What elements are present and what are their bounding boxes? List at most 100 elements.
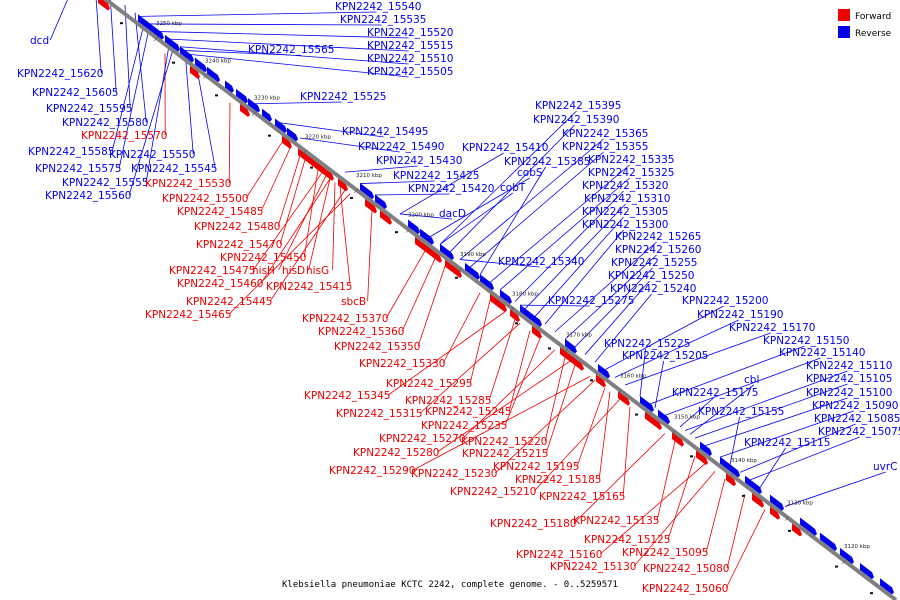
kbp-tick-label: 3130 kbp xyxy=(787,501,813,507)
gene-arrow xyxy=(770,506,780,520)
gene-label: KPN2242_15150 xyxy=(763,335,849,347)
gene-arrow xyxy=(98,0,110,11)
gene-label: hisD xyxy=(282,265,305,277)
gene-label: KPN2242_15305 xyxy=(582,206,668,218)
gene-arrow xyxy=(262,108,272,122)
label-leader xyxy=(459,138,604,260)
legend-reverse-swatch xyxy=(838,26,850,38)
label-leader xyxy=(504,338,541,426)
gene-label: cobT xyxy=(500,182,526,194)
gene-label: KPN2242_15470 xyxy=(196,239,282,251)
gene-label: KPN2242_15175 xyxy=(672,387,758,399)
label-leader xyxy=(719,410,854,458)
gene-arrow xyxy=(440,243,454,260)
gene-label: KPN2242_15195 xyxy=(493,461,579,473)
gene-arrow xyxy=(840,547,854,564)
gene-label: KPN2242_15415 xyxy=(266,281,352,293)
gene-label: KPN2242_15220 xyxy=(461,436,547,448)
label-leader xyxy=(145,39,171,183)
label-leader xyxy=(269,189,346,302)
label-leader xyxy=(260,148,291,212)
kbp-tick-mark xyxy=(617,389,623,394)
label-leader xyxy=(252,172,323,271)
misc-feature xyxy=(215,94,218,97)
label-leader xyxy=(689,384,754,435)
gene-label: KPN2242_15235 xyxy=(421,420,507,432)
misc-feature xyxy=(590,379,593,382)
gene-label: KPN2242_15495 xyxy=(342,126,428,138)
gene-label: KPN2242_15465 xyxy=(145,309,231,321)
gene-label: KPN2242_15200 xyxy=(682,295,768,307)
label-leader xyxy=(633,471,716,567)
kbp-tick-mark xyxy=(509,307,515,312)
label-leader xyxy=(149,23,382,26)
gene-label: hisH xyxy=(252,265,275,277)
gene-label: KPN2242_15310 xyxy=(584,193,670,205)
gene-label: KPN2242_15320 xyxy=(582,180,668,192)
label-leader xyxy=(449,124,575,253)
label-leader xyxy=(576,387,606,467)
label-leader xyxy=(725,509,766,589)
kbp-tick-mark xyxy=(563,348,569,353)
gene-arrow xyxy=(520,304,542,327)
label-leader xyxy=(684,370,848,431)
gene-label: KPN2242_15105 xyxy=(806,373,892,385)
gene-label: KPN2242_15605 xyxy=(32,87,118,99)
gene-arrow xyxy=(240,103,250,117)
label-leader xyxy=(594,293,652,363)
gene-arrow xyxy=(207,66,220,83)
gene-label: KPN2242_15370 xyxy=(302,313,388,325)
gene-label: KPN2242_15135 xyxy=(573,515,659,527)
gene-label: KPN2242_15540 xyxy=(335,1,421,13)
misc-feature xyxy=(548,347,551,350)
gene-arrow xyxy=(618,391,630,406)
label-leader xyxy=(401,258,436,332)
label-leader xyxy=(49,0,68,41)
gene-arrow xyxy=(138,14,152,31)
gene-label: KPN2242_15410 xyxy=(462,142,548,154)
gene-arrow xyxy=(465,262,480,280)
gene-arrow xyxy=(445,259,462,279)
label-leader xyxy=(654,360,664,408)
gene-label: KPN2242_15115 xyxy=(744,437,830,449)
label-leader xyxy=(111,20,146,152)
gene-label: KPN2242_15270 xyxy=(379,433,465,445)
label-leader xyxy=(614,319,739,378)
label-leader xyxy=(705,478,726,553)
gene-label: KPN2242_15160 xyxy=(516,549,602,561)
gene-label: KPN2242_15290 xyxy=(329,465,415,477)
gene-label: KPN2242_15505 xyxy=(367,66,453,78)
misc-feature xyxy=(350,196,353,199)
label-leader xyxy=(494,379,596,474)
kbp-tick-mark xyxy=(153,36,159,42)
label-leader xyxy=(436,360,571,453)
label-leader xyxy=(545,364,576,454)
label-leader xyxy=(784,471,886,507)
gene-label: KPN2242_15295 xyxy=(386,378,472,390)
label-leader xyxy=(417,266,446,347)
gene-arrow xyxy=(375,194,387,210)
gene-arrow xyxy=(700,441,712,457)
gene-label: KPN2242_15265 xyxy=(615,231,701,243)
label-leader xyxy=(469,300,491,384)
label-leader xyxy=(228,193,351,315)
gene-label: KPN2242_15355 xyxy=(562,141,648,153)
gene-label: KPN2242_15080 xyxy=(643,563,729,575)
gene-arrow xyxy=(236,88,248,104)
label-leader xyxy=(459,259,540,268)
label-leader xyxy=(726,494,746,569)
label-leader xyxy=(656,440,676,521)
label-leader xyxy=(279,159,306,245)
label-leader xyxy=(704,397,848,447)
label-leader xyxy=(374,193,450,196)
gene-features xyxy=(98,0,894,595)
gene-label: KPN2242_15170 xyxy=(729,322,815,334)
label-leader-lines xyxy=(49,0,886,589)
label-leader xyxy=(439,110,577,245)
label-leader xyxy=(277,155,301,227)
kbp-ticks: 3250 kbp 3240 kbp 3230 kbp 3220 kbp 3210 kbp… xyxy=(153,21,870,565)
gene-label: KPN2242_15425 xyxy=(393,170,479,182)
label-leader xyxy=(533,398,621,492)
label-leader xyxy=(469,151,604,268)
